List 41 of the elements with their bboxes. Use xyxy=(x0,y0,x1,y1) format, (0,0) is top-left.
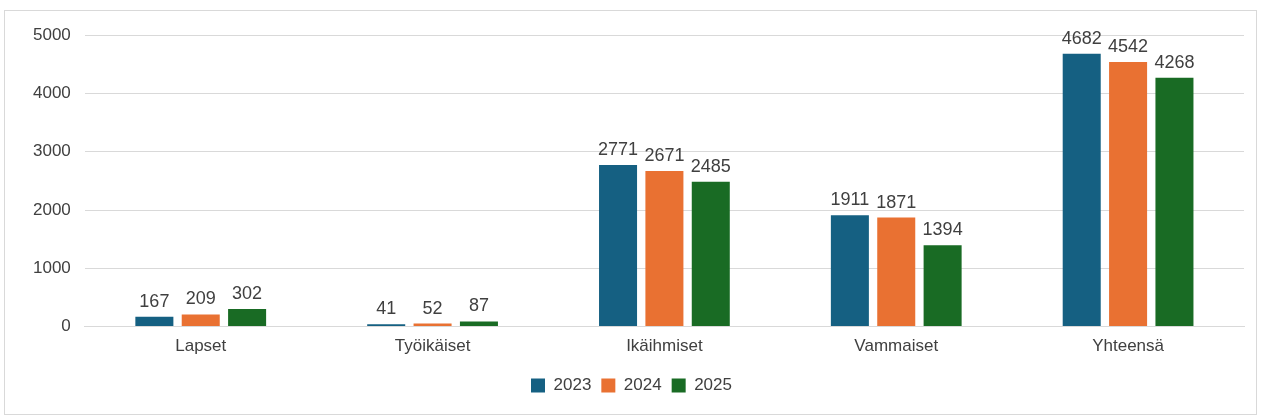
bar xyxy=(830,215,869,327)
bar xyxy=(691,181,730,327)
data-label: 41 xyxy=(376,298,397,319)
data-label: 1394 xyxy=(922,219,963,240)
bar xyxy=(599,165,638,327)
data-label: 302 xyxy=(232,282,263,303)
data-label: 2771 xyxy=(598,139,639,160)
bar xyxy=(923,245,962,327)
y-tick-label: 5000 xyxy=(32,24,71,44)
data-label: 1911 xyxy=(830,189,870,210)
x-tick-label: Työikäiset xyxy=(394,336,471,356)
bar xyxy=(181,314,220,327)
bar xyxy=(877,217,916,327)
data-label: 4542 xyxy=(1108,35,1149,56)
y-tick-label: 1000 xyxy=(32,258,71,278)
data-label: 52 xyxy=(422,297,443,318)
x-tick-label: Lapset xyxy=(175,336,227,356)
data-label: 2671 xyxy=(644,144,685,165)
data-label: 2485 xyxy=(690,155,731,176)
y-tick-label: 2000 xyxy=(32,199,71,219)
y-tick-label: 0 xyxy=(61,316,71,336)
data-label: 4682 xyxy=(1061,27,1102,48)
x-tick-label: Ikäihmiset xyxy=(626,336,703,356)
legend-label: 2024 xyxy=(623,375,662,395)
x-tick-label: Vammaiset xyxy=(854,336,939,356)
bar xyxy=(1062,53,1101,327)
x-tick-label: Yhteensä xyxy=(1092,336,1165,356)
bar xyxy=(1155,77,1194,327)
y-tick-label: 3000 xyxy=(32,141,71,161)
legend-label: 2023 xyxy=(553,375,592,395)
bar xyxy=(135,316,174,327)
y-tick-label: 4000 xyxy=(32,83,71,103)
data-label: 4268 xyxy=(1154,51,1195,72)
data-label: 167 xyxy=(139,290,170,311)
bar xyxy=(1109,61,1148,327)
data-label: 87 xyxy=(468,295,489,316)
data-label: 1871 xyxy=(876,191,917,212)
bar xyxy=(645,170,684,327)
data-label: 209 xyxy=(185,288,216,309)
legend-label: 2025 xyxy=(694,375,732,395)
bar xyxy=(228,309,267,327)
